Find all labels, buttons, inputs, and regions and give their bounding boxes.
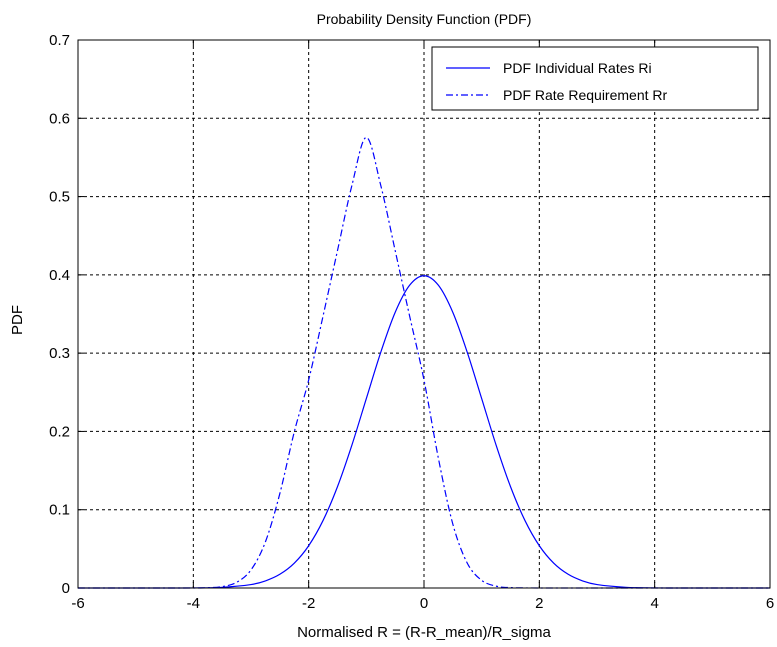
y-tick-label: 0.4: [49, 267, 70, 284]
legend-box: [431, 46, 759, 111]
grid: [78, 40, 770, 588]
chart-title: Probability Density Function (PDF): [317, 11, 532, 27]
x-tick-label: 2: [535, 595, 543, 612]
y-axis-label: PDF: [9, 305, 26, 335]
x-tick-label: -2: [302, 595, 315, 612]
y-tick-label: 0.3: [49, 345, 70, 362]
legend: PDF Individual Rates Ri PDF Rate Require…: [431, 46, 759, 111]
y-tick-label: 0.1: [49, 502, 70, 519]
y-tick-label: 0.7: [49, 32, 70, 49]
x-tick-label: -6: [71, 595, 84, 612]
y-tick-label: 0.6: [49, 110, 70, 127]
x-tick-label: 0: [420, 595, 428, 612]
x-tick-label: 4: [650, 595, 658, 612]
series-line-individual-rates: [77, 275, 770, 589]
curves: [77, 136, 770, 589]
x-tick-label: -4: [187, 595, 200, 612]
y-tick-label: 0: [62, 580, 70, 597]
legend-label-rate-requirement: PDF Rate Requirement Rr: [503, 87, 668, 103]
x-axis-label: Normalised R = (R-R_mean)/R_sigma: [297, 624, 551, 641]
y-tick-label: 0.5: [49, 189, 70, 206]
x-tick-label: 6: [766, 595, 774, 612]
plot-frame: [77, 39, 771, 589]
y-tick-label: 0.2: [49, 423, 70, 440]
ticks: -6 -4 -2 0 2 4 6 0 0.1 0.2 0.3 0.4 0.5 0.6 0.7: [49, 32, 774, 612]
legend-label-individual-rates: PDF Individual Rates Ri: [503, 60, 652, 76]
